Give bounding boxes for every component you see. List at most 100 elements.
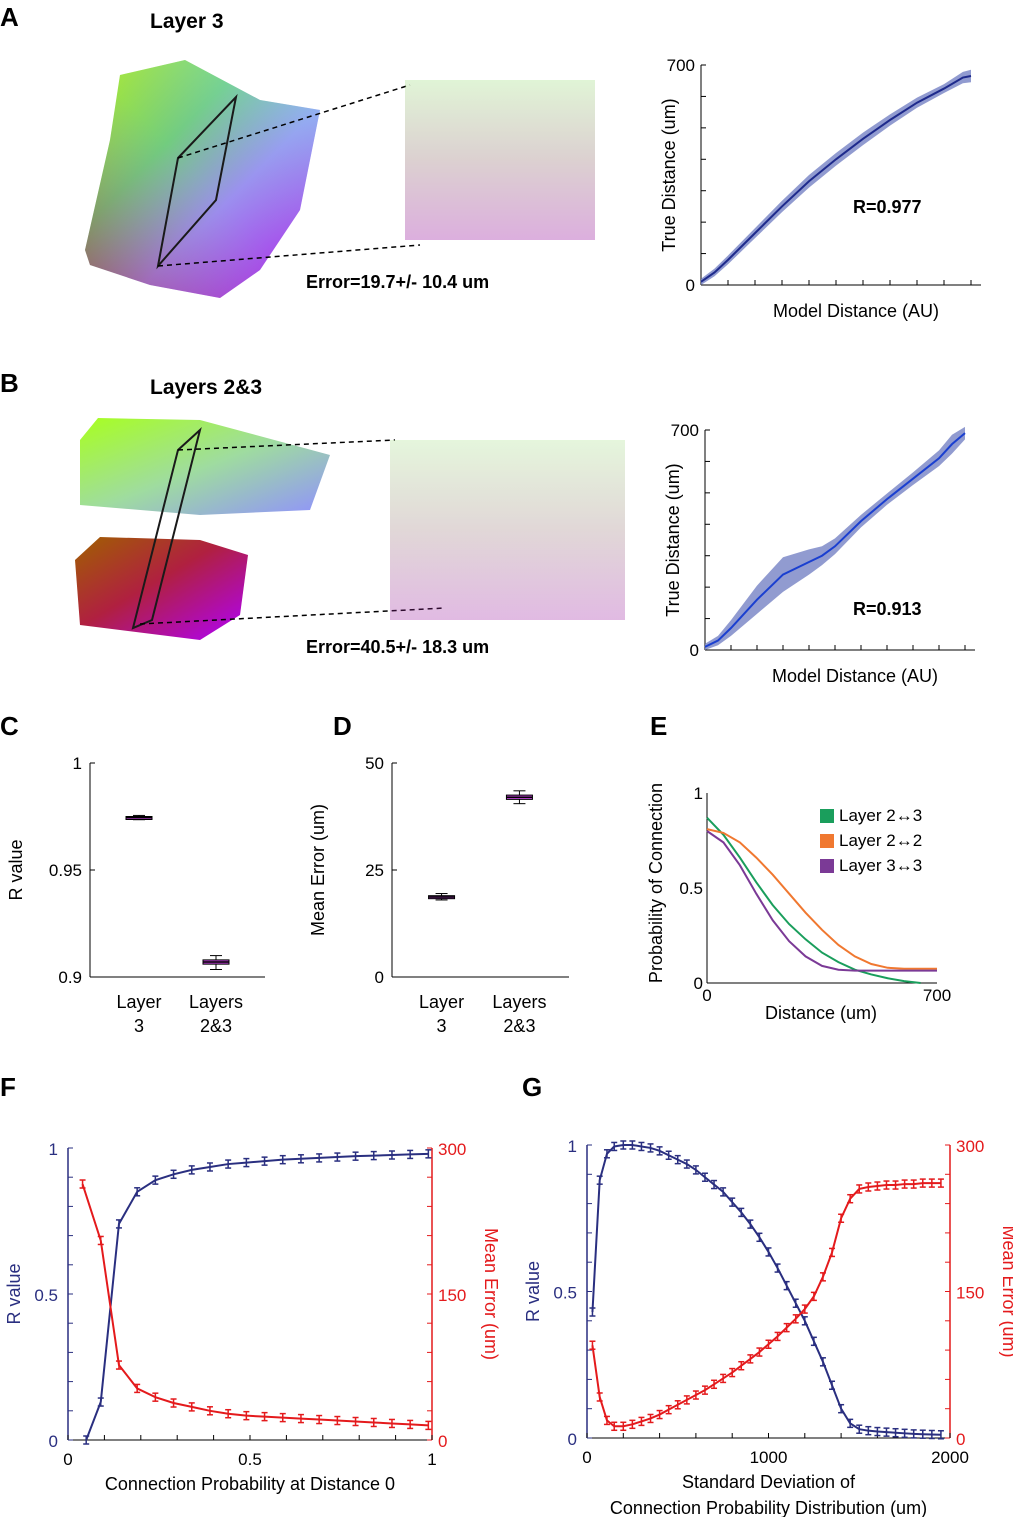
right-y-tick-label: 150 [438, 1286, 466, 1305]
y-tick-label: 700 [667, 56, 695, 75]
x-tick-label: 3 [134, 1016, 144, 1036]
chart-d-mean-error-box: 0 25 50 Layer 3 Layers 2&3 Mean Error (um) [308, 754, 569, 1036]
right-y-axis-label: Mean Error (um) [481, 1228, 501, 1360]
y-axis-label: Mean Error (um) [308, 804, 328, 936]
x-tick-label: 2&3 [200, 1016, 232, 1036]
x-axis-label: Connection Probability Distribution (um) [610, 1498, 927, 1517]
panel-label-b: B [0, 368, 19, 398]
y-axis-label: True Distance (um) [663, 463, 683, 616]
y-tick-label: 0 [690, 641, 699, 660]
panel-a-point-cloud [85, 60, 595, 298]
panel-label-g: G [522, 1072, 542, 1102]
x-axis-label: Model Distance (AU) [772, 666, 938, 686]
slice-outline [156, 93, 238, 270]
x-axis-label: Model Distance (AU) [773, 301, 939, 321]
left-y-tick-label: 1 [49, 1140, 58, 1159]
left-y-axis-label: R value [4, 1263, 24, 1324]
y-tick-label: 0.9 [58, 968, 82, 987]
chart-g-std-sweep: 0 0.5 1 0 150 300 0 1000 2000 Standard Deviation … [523, 1137, 1013, 1517]
y-tick-label: 50 [365, 754, 384, 773]
legend-label: Layer 3↔3 [839, 856, 922, 875]
series-line [591, 1144, 941, 1436]
confidence-band [701, 69, 971, 285]
y-tick-label: 0 [686, 276, 695, 295]
y-tick-label: 700 [671, 421, 699, 440]
series-line [706, 828, 937, 970]
x-tick-label: 0 [582, 1448, 591, 1467]
chart-c-r-value-box: 0.9 0.95 1 Layer 3 Layers 2&3 R value [6, 754, 265, 1036]
right-y-tick-label: 300 [956, 1137, 984, 1156]
right-y-tick-label: 300 [438, 1140, 466, 1159]
y-tick-label: 0 [694, 974, 703, 993]
x-tick-label: 700 [923, 986, 951, 1005]
x-tick-label: Layer [116, 992, 161, 1012]
chart-a-true-vs-model: 0 700 Model Distance (AU) True Distance (um… [659, 56, 981, 321]
left-y-tick-label: 0 [49, 1432, 58, 1451]
series-line [591, 1182, 941, 1428]
x-tick-label: 0 [702, 986, 711, 1005]
x-tick-label: 3 [437, 1016, 447, 1036]
x-tick-label: Layers [189, 992, 243, 1012]
x-tick-label: 0 [63, 1450, 72, 1469]
panel-label-d: D [333, 711, 352, 741]
x-tick-label: 0.5 [238, 1450, 262, 1469]
zoomed-slice [390, 440, 625, 620]
legend-swatch [820, 809, 834, 823]
y-axis-label: Probability of Connection [646, 783, 666, 983]
left-y-axis-label: R value [523, 1261, 543, 1322]
zoom-connector-top [177, 439, 396, 451]
series-line [81, 1183, 429, 1427]
chart-e-connection-probability: 0 0.5 1 0 700 Layer 2↔3 Layer 2↔2 Layer 3↔3 Dist… [646, 783, 951, 1023]
left-y-tick-label: 0.5 [553, 1284, 577, 1303]
y-axis-label: R value [6, 839, 26, 900]
x-tick-label: Layers [492, 992, 546, 1012]
legend-label: Layer 2↔3 [839, 806, 922, 825]
series-line [706, 817, 921, 984]
panel-b-error: Error=40.5+/- 18.3 um [306, 637, 489, 657]
left-y-tick-label: 1 [568, 1137, 577, 1156]
panel-a-title: Layer 3 [150, 10, 224, 33]
series-line [704, 432, 966, 648]
panel-a-error: Error=19.7+/- 10.4 um [306, 272, 489, 292]
series-line [85, 1152, 429, 1441]
r-value-label: R=0.977 [853, 197, 922, 217]
r-value-label: R=0.913 [853, 599, 922, 619]
series-line [700, 75, 972, 283]
x-tick-label: 1000 [750, 1448, 788, 1467]
x-tick-label: 2&3 [503, 1016, 535, 1036]
zoomed-slice [405, 80, 595, 240]
series-line [706, 830, 937, 972]
y-tick-label: 25 [365, 861, 384, 880]
x-axis-label: Standard Deviation of [682, 1472, 856, 1492]
panel-label-f: F [0, 1072, 16, 1102]
legend-swatch [820, 834, 834, 848]
zoom-connector-bottom [157, 244, 421, 267]
zoom-connector-top [177, 84, 411, 159]
chart-b-true-vs-model: 0 700 Model Distance (AU) True Distance (um… [663, 421, 975, 686]
slice-outline [131, 427, 202, 630]
x-tick-label: Layer [419, 992, 464, 1012]
confidence-band [705, 426, 965, 650]
y-tick-label: 1 [694, 784, 703, 803]
right-y-axis-label: Mean Error (um) [999, 1225, 1013, 1357]
right-y-tick-label: 150 [956, 1284, 984, 1303]
y-tick-label: 0.5 [679, 879, 703, 898]
y-tick-label: 1 [73, 754, 82, 773]
y-tick-label: 0 [375, 968, 384, 987]
legend-swatch [820, 859, 834, 873]
right-y-tick-label: 0 [956, 1430, 965, 1449]
left-y-tick-label: 0 [568, 1430, 577, 1449]
x-tick-label: 2000 [931, 1448, 969, 1467]
y-tick-label: 0.95 [49, 861, 82, 880]
legend-label: Layer 2↔2 [839, 831, 922, 850]
x-tick-label: 1 [427, 1450, 436, 1469]
x-axis-label: Connection Probability at Distance 0 [105, 1474, 395, 1494]
panel-label-a: A [0, 2, 19, 32]
left-y-tick-label: 0.5 [34, 1286, 58, 1305]
right-y-tick-label: 0 [438, 1432, 447, 1451]
panel-label-e: E [650, 711, 667, 741]
x-axis-label: Distance (um) [765, 1003, 877, 1023]
y-axis-label: True Distance (um) [659, 98, 679, 251]
